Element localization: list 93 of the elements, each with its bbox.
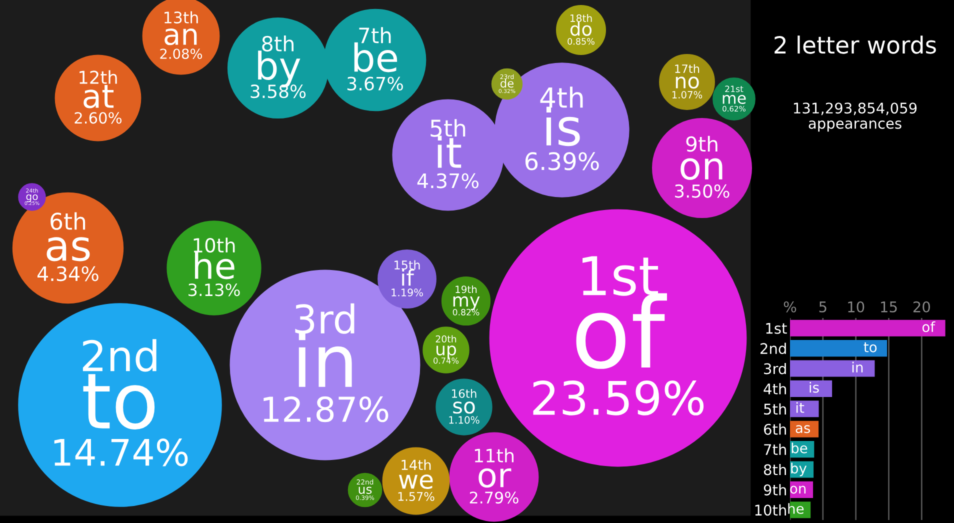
data-label: 3.67% — [347, 76, 403, 91]
category-label: go — [26, 194, 38, 202]
category-label: de — [500, 78, 514, 88]
text: 10th — [194, 238, 235, 253]
bar — [790, 400, 819, 418]
data-label: 6.39% — [525, 152, 599, 170]
data-label: 1.19% — [392, 288, 423, 296]
category-label: we — [398, 474, 433, 489]
data-label: it — [796, 402, 804, 413]
text: 9th — [686, 136, 718, 152]
category-label: if — [402, 268, 414, 286]
data-label: in — [852, 362, 863, 372]
data-label: is — [810, 382, 819, 393]
category-label: an — [164, 28, 197, 46]
y-tick-label: 6th — [764, 424, 786, 435]
y-tick-label: 5th — [764, 403, 786, 415]
text: 21st — [725, 86, 744, 92]
text: 20th — [436, 335, 456, 343]
y-tick-label: 1st — [766, 323, 787, 334]
text: 5th — [430, 119, 466, 137]
data-label: 0.74% — [434, 358, 459, 364]
data-label: on — [790, 486, 806, 494]
x-tick-label: % — [784, 301, 796, 312]
text: 12th — [80, 70, 117, 84]
data-label: 2.08% — [160, 48, 202, 59]
x-tick-label: 15 — [881, 302, 897, 312]
data-label: 3.13% — [188, 283, 240, 296]
category-label: as — [46, 237, 90, 262]
text: 18th — [570, 14, 592, 22]
data-label: 1.57% — [398, 492, 434, 501]
category-label: me — [722, 94, 746, 104]
data-label: to — [864, 342, 877, 352]
text: 15th — [394, 260, 420, 270]
data-label: 0.82% — [452, 308, 480, 316]
category-label: us — [358, 486, 372, 494]
text: 3rd — [295, 303, 354, 334]
data-label: be — [792, 442, 808, 454]
text: 14th — [402, 459, 431, 470]
category-label: he — [194, 252, 234, 280]
text: 4th — [540, 86, 583, 108]
bar — [790, 340, 888, 357]
bar — [790, 320, 946, 336]
data-label: 0.85% — [568, 38, 594, 45]
y-tick-label: 7th — [764, 444, 786, 455]
x-tick-label: 20 — [913, 301, 930, 312]
data-label: 12.87% — [264, 396, 388, 422]
data-label: 1.10% — [449, 416, 480, 424]
y-tick-label: 8th — [764, 464, 786, 476]
text: 131,293,854,059 appearances — [794, 102, 917, 132]
text: 11th — [474, 448, 514, 462]
data-label: 3.50% — [675, 184, 730, 198]
text: 8th — [262, 36, 294, 52]
text: 16th — [452, 388, 476, 398]
data-label: 2.79% — [470, 492, 518, 504]
data-label: 4.34% — [37, 266, 98, 282]
category-label: no — [676, 76, 699, 89]
bar — [790, 420, 819, 438]
data-label: 1.07% — [672, 91, 702, 98]
text: 6th — [50, 212, 86, 230]
text: 2 letter words — [774, 36, 936, 54]
data-label: 14.74% — [54, 438, 188, 466]
bar — [790, 380, 832, 397]
category-label: do — [570, 22, 592, 36]
data-label: by — [791, 462, 807, 476]
data-label: of — [922, 321, 936, 332]
category-label: my — [453, 296, 480, 310]
y-tick-label: 4th — [764, 383, 786, 394]
data-label: 23.59% — [533, 380, 704, 416]
category-label: is — [546, 106, 580, 146]
category-label: on — [680, 158, 722, 180]
category-label: it — [438, 136, 462, 168]
x-tick-label: 5 — [819, 302, 826, 312]
y-tick-label: 3rd — [764, 362, 786, 374]
text: 17th — [675, 64, 700, 73]
category-label: so — [453, 402, 475, 414]
text: 13th — [164, 11, 198, 24]
y-tick-label: 10th — [755, 504, 786, 516]
category-label: at — [84, 85, 114, 108]
x-tick-label: 10 — [848, 301, 864, 312]
y-tick-label: 2nd — [760, 342, 786, 354]
data-label: 2.60% — [74, 112, 122, 124]
category-label: or — [478, 468, 512, 488]
text: 19th — [456, 285, 477, 294]
category-label: be — [354, 42, 398, 72]
data-label: 4.37% — [417, 173, 478, 188]
y-tick-label: 9th — [764, 484, 786, 496]
category-label: to — [83, 374, 155, 430]
category-label: in — [298, 332, 352, 387]
category-label: up — [436, 346, 456, 359]
text: 7th — [359, 27, 391, 44]
data-label: as — [796, 425, 810, 434]
text: 2nd — [82, 339, 156, 372]
bar — [790, 360, 875, 377]
